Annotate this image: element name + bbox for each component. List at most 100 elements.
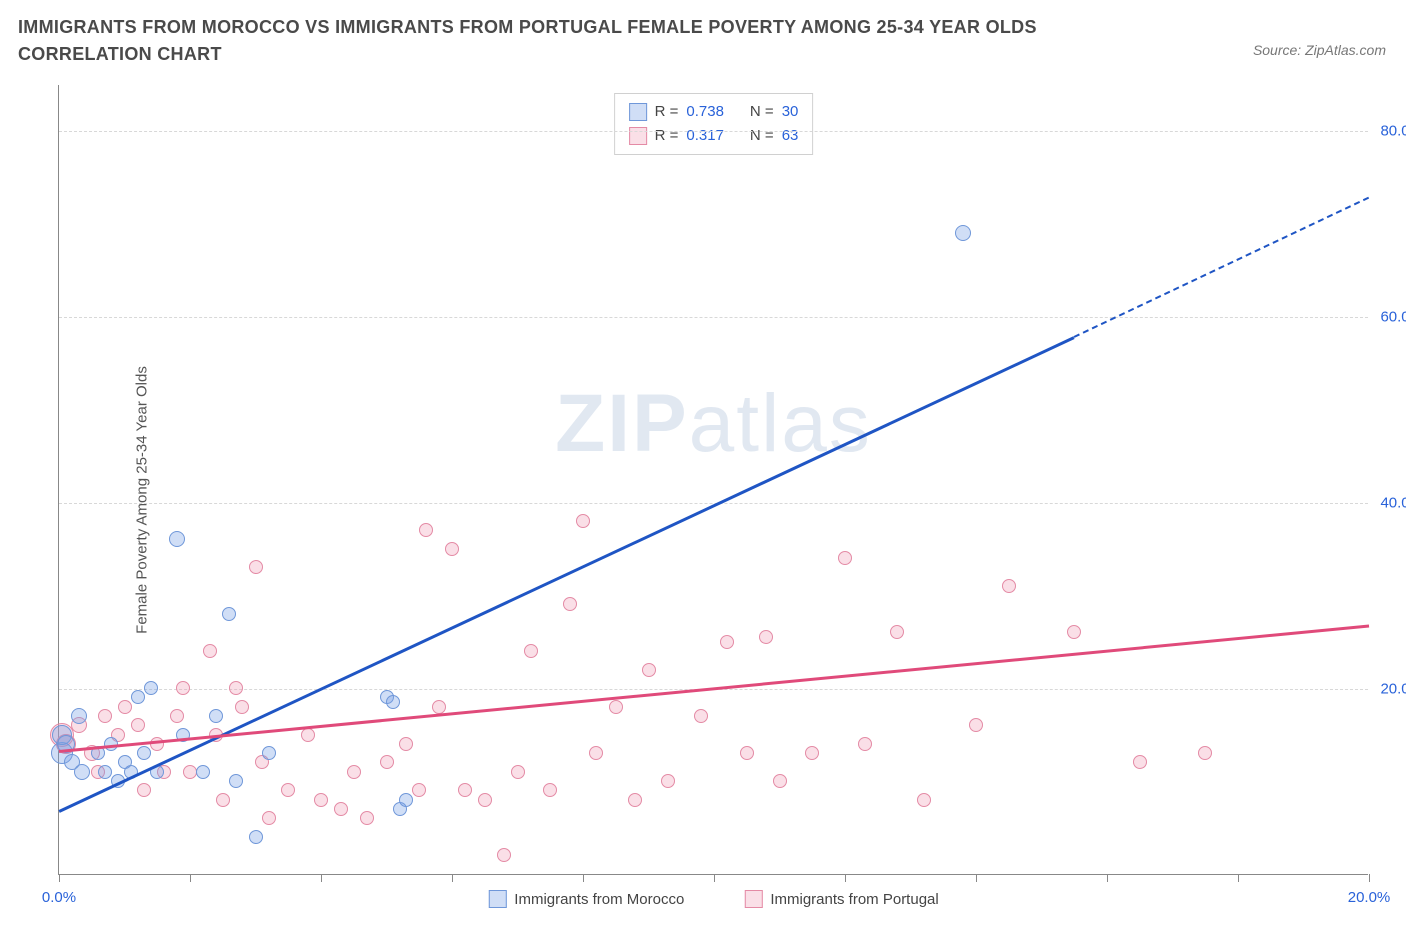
data-point-portugal: [759, 630, 773, 644]
data-point-portugal: [694, 709, 708, 723]
data-point-portugal: [412, 783, 426, 797]
data-point-morocco: [98, 765, 112, 779]
data-point-portugal: [628, 793, 642, 807]
x-tick: [976, 874, 977, 882]
data-point-morocco: [229, 774, 243, 788]
data-point-portugal: [773, 774, 787, 788]
x-tick: [190, 874, 191, 882]
r-value-morocco: 0.738: [686, 100, 724, 124]
data-point-portugal: [216, 793, 230, 807]
y-tick-label: 40.0%: [1380, 495, 1406, 512]
trend-line: [59, 624, 1369, 752]
n-value-morocco: 30: [782, 100, 799, 124]
x-tick: [583, 874, 584, 882]
data-point-morocco: [955, 225, 971, 241]
data-point-portugal: [249, 560, 263, 574]
data-point-morocco: [137, 746, 151, 760]
data-point-portugal: [131, 718, 145, 732]
data-point-portugal: [176, 681, 190, 695]
correlation-legend: R = 0.738 N = 30 R = 0.317 N = 63: [614, 93, 814, 155]
data-point-morocco: [169, 531, 185, 547]
data-point-morocco: [262, 746, 276, 760]
data-point-portugal: [347, 765, 361, 779]
legend-item-morocco: Immigrants from Morocco: [488, 890, 684, 908]
data-point-portugal: [497, 848, 511, 862]
swatch-morocco: [629, 103, 647, 121]
data-point-portugal: [334, 802, 348, 816]
x-tick-label: 20.0%: [1348, 889, 1391, 906]
x-tick: [1238, 874, 1239, 882]
r-label: R =: [655, 124, 679, 148]
data-point-morocco: [222, 607, 236, 621]
r-label: R =: [655, 100, 679, 124]
data-point-portugal: [478, 793, 492, 807]
n-label: N =: [750, 100, 774, 124]
chart-title: IMMIGRANTS FROM MOROCCO VS IMMIGRANTS FR…: [18, 14, 1138, 68]
data-point-morocco: [209, 709, 223, 723]
legend-row-morocco: R = 0.738 N = 30: [629, 100, 799, 124]
plot-area: ZIPatlas R = 0.738 N = 30 R = 0.317 N = …: [58, 85, 1368, 875]
data-point-morocco: [196, 765, 210, 779]
y-tick-label: 20.0%: [1380, 681, 1406, 698]
data-point-portugal: [445, 542, 459, 556]
swatch-portugal: [744, 890, 762, 908]
trend-line: [58, 336, 1074, 812]
data-point-portugal: [419, 523, 433, 537]
data-point-portugal: [740, 746, 754, 760]
data-point-portugal: [805, 746, 819, 760]
data-point-portugal: [360, 811, 374, 825]
series-legend: Immigrants from Morocco Immigrants from …: [488, 890, 938, 908]
series-label-portugal: Immigrants from Portugal: [770, 891, 938, 908]
x-tick: [1107, 874, 1108, 882]
data-point-portugal: [150, 737, 164, 751]
data-point-portugal: [1067, 625, 1081, 639]
data-point-portugal: [917, 793, 931, 807]
data-point-morocco: [386, 695, 400, 709]
n-value-portugal: 63: [782, 124, 799, 148]
data-point-morocco: [71, 708, 87, 724]
data-point-portugal: [137, 783, 151, 797]
data-point-portugal: [229, 681, 243, 695]
x-tick: [1369, 874, 1370, 882]
data-point-portugal: [281, 783, 295, 797]
data-point-portugal: [969, 718, 983, 732]
y-tick-label: 80.0%: [1380, 123, 1406, 140]
data-point-portugal: [380, 755, 394, 769]
data-point-portugal: [720, 635, 734, 649]
data-point-portugal: [563, 597, 577, 611]
x-tick: [452, 874, 453, 882]
data-point-morocco: [131, 690, 145, 704]
swatch-morocco: [488, 890, 506, 908]
data-point-portugal: [458, 783, 472, 797]
data-point-portugal: [858, 737, 872, 751]
data-point-portugal: [118, 700, 132, 714]
x-tick: [714, 874, 715, 882]
data-point-portugal: [1198, 746, 1212, 760]
data-point-portugal: [399, 737, 413, 751]
data-point-portugal: [1002, 579, 1016, 593]
data-point-portugal: [524, 644, 538, 658]
data-point-portugal: [642, 663, 656, 677]
data-point-portugal: [98, 709, 112, 723]
n-label: N =: [750, 124, 774, 148]
data-point-portugal: [838, 551, 852, 565]
legend-row-portugal: R = 0.317 N = 63: [629, 124, 799, 148]
data-point-portugal: [301, 728, 315, 742]
r-value-portugal: 0.317: [686, 124, 724, 148]
legend-item-portugal: Immigrants from Portugal: [744, 890, 938, 908]
data-point-portugal: [576, 514, 590, 528]
x-tick-label: 0.0%: [42, 889, 76, 906]
data-point-portugal: [543, 783, 557, 797]
data-point-portugal: [262, 811, 276, 825]
chart-container: Female Poverty Among 25-34 Year Olds ZIP…: [18, 85, 1388, 915]
data-point-morocco: [399, 793, 413, 807]
source-label: Source: ZipAtlas.com: [1253, 42, 1386, 58]
data-point-portugal: [432, 700, 446, 714]
data-point-portugal: [890, 625, 904, 639]
x-tick: [59, 874, 60, 882]
data-point-portugal: [235, 700, 249, 714]
data-point-morocco: [249, 830, 263, 844]
y-tick-label: 60.0%: [1380, 309, 1406, 326]
gridline: [59, 317, 1368, 318]
data-point-portugal: [661, 774, 675, 788]
